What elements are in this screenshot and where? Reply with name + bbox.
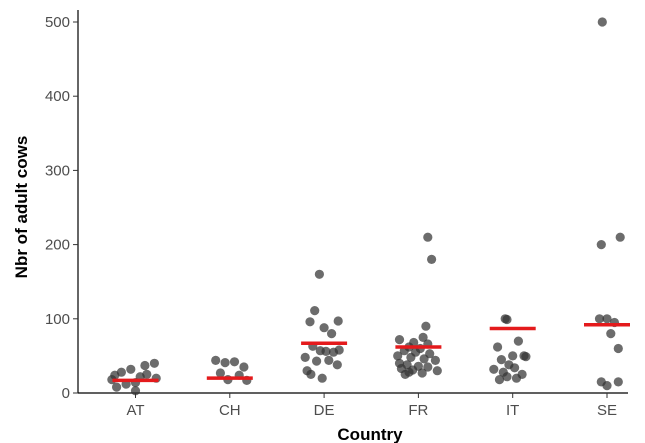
data-point: [327, 329, 337, 339]
data-point: [110, 370, 120, 380]
y-axis: 0 100 200 300 400 500: [45, 10, 79, 402]
data-point: [615, 232, 625, 242]
data-point: [300, 352, 310, 362]
y-tick-label: 0: [62, 385, 70, 402]
data-point: [215, 368, 225, 378]
y-axis-title: Nbr of adult cows: [12, 136, 31, 279]
data-point: [508, 351, 518, 361]
data-point: [502, 372, 512, 382]
data-point: [317, 373, 327, 383]
data-point: [597, 17, 607, 27]
data-point: [606, 329, 616, 339]
data-point: [333, 316, 343, 326]
data-point: [130, 386, 141, 396]
data-point: [423, 362, 433, 372]
data-point: [602, 381, 612, 391]
data-point: [513, 336, 524, 346]
x-tick-label: SE: [597, 402, 617, 419]
y-tick-label: 400: [45, 88, 70, 105]
data-point: [494, 375, 505, 385]
data-point: [239, 362, 249, 372]
data-point: [406, 352, 416, 362]
data-point: [393, 351, 403, 361]
data-point: [489, 364, 499, 374]
x-axis-title: Country: [337, 425, 403, 443]
data-point: [421, 321, 431, 331]
data-point: [328, 347, 339, 357]
x-tick-label: DE: [314, 402, 335, 419]
x-tick-label: IT: [506, 402, 519, 419]
data-point: [509, 363, 520, 373]
data-point: [314, 269, 324, 279]
data-point: [419, 354, 429, 364]
data-point: [149, 358, 159, 368]
data-point: [220, 358, 230, 368]
mean-markers: [112, 322, 630, 383]
data-point: [332, 360, 342, 370]
data-point: [596, 240, 606, 250]
data-point: [211, 355, 221, 365]
y-tick-label: 200: [45, 237, 70, 254]
data-point: [324, 355, 334, 365]
data-point: [310, 306, 320, 316]
data-point: [126, 364, 136, 374]
data-point: [430, 355, 440, 365]
data-point: [613, 377, 623, 387]
data-point: [142, 369, 152, 379]
data-point: [305, 317, 315, 327]
data-point: [418, 332, 428, 342]
x-tick-label: CH: [219, 402, 241, 419]
data-point: [400, 369, 410, 379]
data-point: [432, 366, 442, 376]
data-point: [140, 360, 150, 371]
data-points: [107, 17, 625, 396]
data-point: [500, 314, 510, 324]
data-point: [496, 355, 506, 365]
data-point: [112, 382, 122, 392]
x-tick-label: FR: [408, 402, 428, 419]
data-point: [319, 323, 329, 333]
y-tick-label: 300: [45, 162, 70, 179]
y-tick-label: 100: [45, 311, 70, 328]
data-point: [417, 368, 427, 378]
data-point: [427, 254, 437, 264]
x-axis: AT CH DE FR IT SE: [78, 392, 628, 419]
data-point: [321, 346, 331, 356]
data-point: [594, 314, 605, 324]
data-point: [613, 343, 623, 354]
data-point: [312, 356, 322, 366]
data-point: [306, 369, 316, 379]
data-point: [602, 314, 612, 324]
data-point: [493, 342, 503, 352]
data-point: [394, 335, 405, 345]
data-point: [423, 232, 433, 242]
data-point: [521, 352, 531, 362]
y-tick-label: 500: [45, 14, 70, 31]
x-tick-label: AT: [126, 402, 144, 419]
data-point: [229, 357, 240, 367]
data-point: [511, 373, 522, 383]
